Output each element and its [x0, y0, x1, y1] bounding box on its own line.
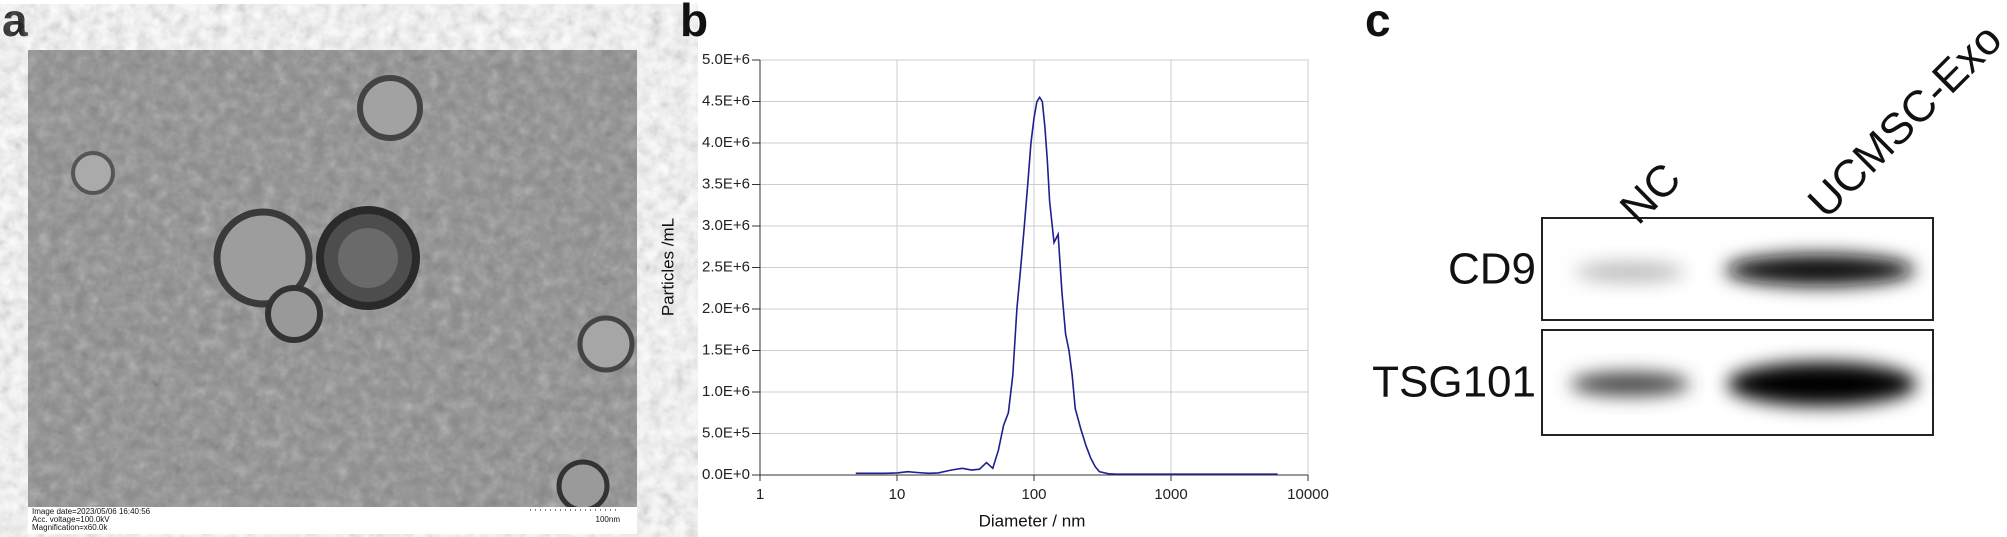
scale-bar-label: 100nm — [596, 515, 621, 524]
data-line — [855, 95, 1278, 475]
panel-label: a — [2, 0, 28, 46]
band-label: TSG101 — [1372, 358, 1536, 407]
caption: Image date=2023/05/06 16:40:56 — [32, 507, 151, 516]
y-tick-label: 2.5E+6 — [702, 258, 750, 275]
y-tick-label: 5.0E+6 — [702, 51, 750, 68]
band-label: CD9 — [1448, 245, 1536, 294]
y-tick-label: 1.5E+6 — [702, 341, 750, 358]
y-tick-label: 3.0E+6 — [702, 217, 750, 234]
y-axis-label: Particles /mL — [658, 218, 677, 316]
x-tick-label: 1 — [756, 486, 764, 503]
panel-label: c — [1365, 0, 1391, 46]
y-tick-label: 4.0E+6 — [702, 134, 750, 151]
blot — [1541, 217, 1934, 436]
caption: Acc. voltage=100.0kV — [32, 515, 110, 524]
tem-image — [28, 50, 637, 534]
x-tick-label: 10000 — [1287, 486, 1329, 503]
y-tick-label: 0.0E+0 — [702, 466, 750, 483]
y-tick-label: 1.0E+6 — [702, 383, 750, 400]
caption: Magnification=x60.0k — [32, 523, 108, 532]
y-tick-label: 5.0E+5 — [702, 424, 750, 441]
lane-label: UCMSC-Exo — [1799, 15, 2007, 228]
x-axis-label: Diameter / nm — [979, 511, 1086, 530]
x-tick-label: 100 — [1021, 486, 1046, 503]
x-tick-label: 1000 — [1154, 486, 1187, 503]
panel-label: b — [680, 0, 708, 46]
x-tick-label: 10 — [889, 486, 906, 503]
y-tick-label: 2.0E+6 — [702, 300, 750, 317]
y-tick-label: 3.5E+6 — [702, 175, 750, 192]
y-tick-label: 4.5E+6 — [702, 92, 750, 109]
